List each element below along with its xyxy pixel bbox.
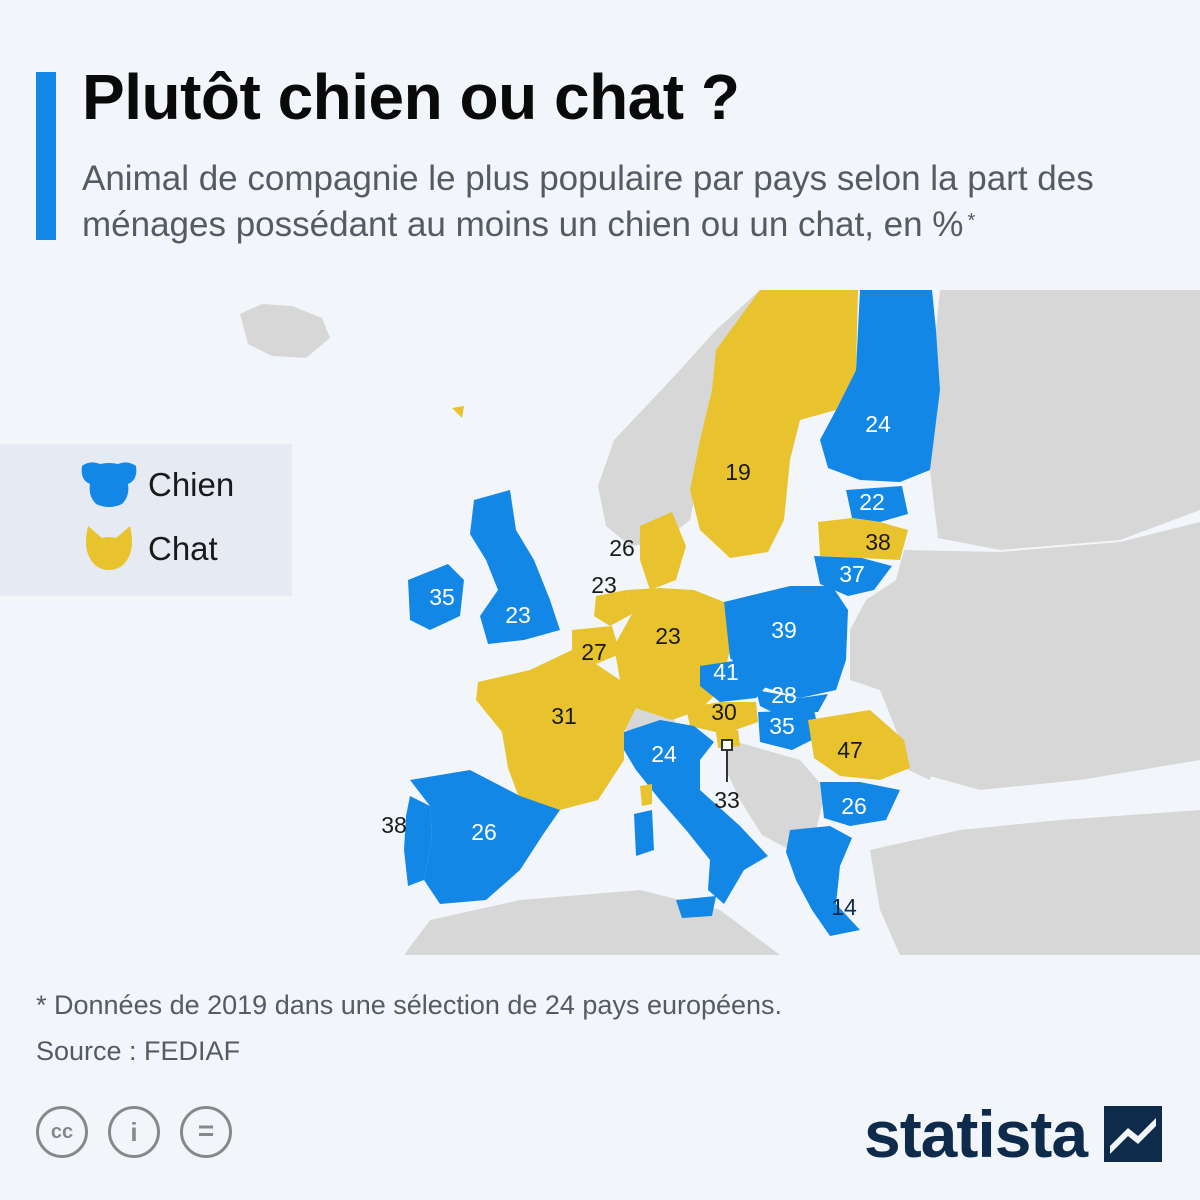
legend-label-chien: Chien	[148, 466, 235, 503]
island-sardinia	[634, 810, 654, 856]
label-italy: 24	[651, 741, 677, 767]
cat-icon	[86, 526, 132, 570]
legend-label-chat: Chat	[148, 530, 218, 567]
country-finland	[820, 290, 940, 482]
label-slovenia: 33	[714, 787, 740, 813]
no-derivatives-icon[interactable]: =	[180, 1106, 232, 1158]
country-portugal	[404, 796, 432, 886]
island-faroe	[452, 406, 464, 418]
country-sweden	[690, 290, 858, 558]
country-netherlands	[594, 590, 632, 626]
label-czechia: 41	[713, 659, 739, 685]
statista-mark-icon	[1104, 1106, 1162, 1162]
country-spain	[410, 770, 560, 904]
label-slovakia: 28	[771, 682, 797, 708]
label-bulgaria: 26	[841, 793, 867, 819]
country-bulgaria	[820, 782, 900, 826]
land-belarus-ukraine	[850, 522, 1200, 790]
label-romania: 47	[837, 737, 863, 763]
label-poland: 39	[771, 617, 797, 643]
source-note: Source : FEDIAF	[36, 1036, 241, 1066]
land-moldova-ukraine-south	[900, 730, 940, 780]
subtitle-text: Animal de compagnie le plus populaire pa…	[82, 159, 1094, 244]
label-portugal: 38	[381, 812, 407, 838]
label-hungary: 35	[769, 713, 795, 739]
subtitle-footnote-mark: *	[967, 210, 976, 232]
country-romania	[808, 710, 910, 780]
country-lithuania	[814, 556, 892, 596]
country-uk	[470, 490, 560, 644]
legend: Chien Chat	[0, 444, 292, 596]
label-germany: 23	[655, 623, 681, 649]
europe-map: 24 19 22 38 37 26 23 35 23 27 23 39 41 2…	[240, 290, 1200, 955]
land-norway	[598, 290, 860, 546]
statista-logo[interactable]: statista	[864, 1096, 1164, 1171]
label-sweden: 19	[725, 459, 751, 485]
country-germany	[614, 588, 730, 720]
country-greece	[786, 826, 860, 936]
island-sicily	[676, 896, 716, 918]
value-labels: 24 19 22 38 37 26 23 35 23 27 23 39 41 2…	[381, 411, 891, 920]
label-greece: 14	[831, 894, 857, 920]
country-ireland	[408, 564, 464, 630]
country-italy	[624, 720, 768, 904]
label-uk: 23	[505, 602, 531, 628]
country-poland	[724, 586, 848, 698]
country-belgium	[572, 626, 620, 664]
country-slovakia	[756, 690, 828, 714]
label-austria: 30	[711, 699, 737, 725]
land-russia-north	[930, 290, 1200, 550]
label-ireland: 35	[429, 584, 455, 610]
country-czechia	[700, 660, 770, 702]
selected-countries	[404, 290, 940, 936]
label-netherlands: 23	[591, 572, 617, 598]
country-denmark	[640, 512, 686, 590]
attribution-icon[interactable]: i	[108, 1106, 160, 1158]
label-finland: 24	[865, 411, 891, 437]
country-latvia	[818, 518, 908, 560]
country-austria	[686, 702, 758, 734]
cc-icon[interactable]: cc	[36, 1106, 88, 1158]
country-estonia	[846, 486, 908, 522]
label-spain: 26	[471, 819, 497, 845]
slovenia-marker	[721, 739, 733, 751]
island-corsica	[640, 784, 652, 806]
dog-icon	[81, 462, 137, 507]
background-land	[240, 290, 1200, 955]
label-denmark: 26	[609, 535, 635, 561]
label-lithuania: 37	[839, 561, 865, 587]
land-turkey	[870, 810, 1200, 955]
country-france	[476, 650, 636, 810]
title-accent-bar	[36, 72, 56, 240]
land-iceland	[240, 304, 330, 358]
label-france: 31	[551, 703, 577, 729]
license-icons: cc i =	[36, 1106, 246, 1162]
page-title: Plutôt chien ou chat ?	[82, 61, 740, 133]
label-belgium: 27	[581, 639, 607, 665]
country-hungary	[758, 710, 820, 750]
label-latvia: 38	[865, 529, 891, 555]
label-estonia: 22	[859, 489, 885, 515]
page-subtitle: Animal de compagnie le plus populaire pa…	[82, 156, 1172, 248]
statista-wordmark: statista	[864, 1097, 1088, 1171]
land-balkans	[726, 740, 826, 850]
footnote: * Données de 2019 dans une sélection de …	[36, 990, 783, 1020]
